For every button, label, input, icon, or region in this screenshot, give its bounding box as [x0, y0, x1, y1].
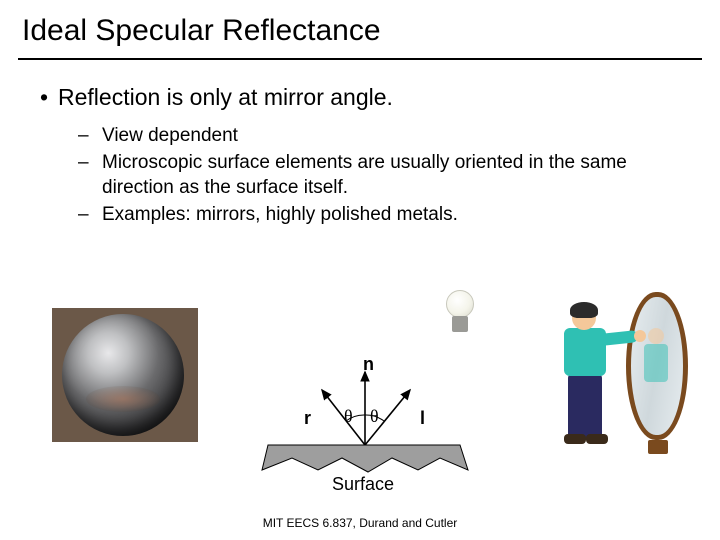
person-mirror-illustration [530, 290, 700, 470]
person-foot-icon [586, 434, 608, 444]
label-incident: l [420, 408, 425, 429]
bulb-glass-icon [446, 290, 474, 318]
bulb-base-icon [452, 316, 468, 332]
main-bullet-text: Reflection is only at mirror angle. [58, 84, 393, 111]
surface-shape [262, 445, 468, 472]
dash-icon: – [78, 150, 92, 201]
label-normal: n [363, 354, 374, 375]
reflection-angle-diagram: n r l θ θ Surface [260, 330, 470, 505]
sub-bullet-list: – View dependent – Microscopic surface e… [78, 123, 720, 228]
person-foot-icon [564, 434, 586, 444]
label-reflected: r [304, 408, 311, 429]
slide-footer: MIT EECS 6.837, Durand and Cutler [0, 516, 720, 530]
label-theta-right: θ [370, 406, 379, 427]
sub-bullet-text: Examples: mirrors, highly polished metal… [102, 202, 458, 228]
person-legs-icon [568, 374, 602, 438]
person-hand-icon [634, 330, 646, 342]
sub-bullet-item: – View dependent [78, 123, 720, 149]
mirror-reflection-body-icon [644, 344, 668, 382]
figure-row: n r l θ θ Surface [0, 290, 720, 480]
sub-bullet-item: – Examples: mirrors, highly polished met… [78, 202, 720, 228]
sub-bullet-text: View dependent [102, 123, 238, 149]
label-surface: Surface [332, 474, 394, 495]
main-bullet: • Reflection is only at mirror angle. [40, 84, 720, 111]
lightbulb-icon [440, 290, 480, 350]
dash-icon: – [78, 202, 92, 228]
person-hair-icon [570, 302, 598, 318]
mirror-reflection-head-icon [648, 328, 664, 344]
bullet-dot-icon: • [40, 84, 48, 111]
slide-title: Ideal Specular Reflectance [0, 0, 720, 58]
dash-icon: – [78, 123, 92, 149]
sphere-reflection-icon [86, 386, 160, 412]
label-theta-left: θ [344, 406, 353, 427]
person-torso-icon [564, 328, 606, 376]
title-underline [18, 58, 702, 60]
sub-bullet-item: – Microscopic surface elements are usual… [78, 150, 720, 201]
chrome-sphere-photo [52, 308, 198, 442]
mirror-stand-icon [648, 440, 668, 454]
sub-bullet-text: Microscopic surface elements are usually… [102, 150, 682, 201]
sphere-icon [62, 314, 184, 436]
